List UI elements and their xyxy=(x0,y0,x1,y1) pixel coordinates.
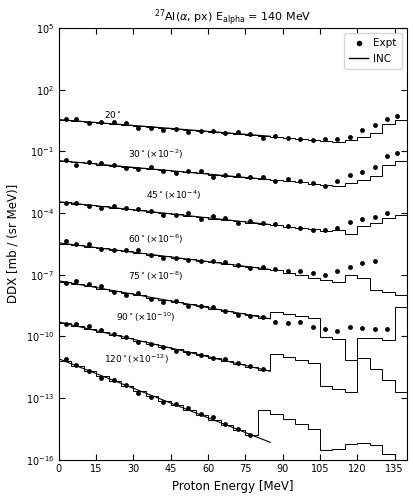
Text: 60$^\circ$($\times$10$^{-6}$): 60$^\circ$($\times$10$^{-6}$) xyxy=(128,233,183,246)
Y-axis label: DDX [mb / (sr MeV)]: DDX [mb / (sr MeV)] xyxy=(7,184,20,304)
X-axis label: Proton Energy [MeV]: Proton Energy [MeV] xyxy=(172,480,293,493)
Text: 20$^\circ$: 20$^\circ$ xyxy=(103,109,121,120)
Text: 90$^\circ$($\times$10$^{-10}$): 90$^\circ$($\times$10$^{-10}$) xyxy=(116,311,175,324)
Title: $^{27}$Al($\alpha$, px) E$_{\mathrm{alpha}}$ = 140 MeV: $^{27}$Al($\alpha$, px) E$_{\mathrm{alph… xyxy=(154,7,311,28)
Text: 75$^\circ$($\times$10$^{-8}$): 75$^\circ$($\times$10$^{-8}$) xyxy=(128,270,183,283)
Text: 30$^\circ$($\times$10$^{-2}$): 30$^\circ$($\times$10$^{-2}$) xyxy=(128,148,183,161)
Text: 120$^\circ$($\times$10$^{-12}$): 120$^\circ$($\times$10$^{-12}$) xyxy=(103,352,168,366)
Legend: Expt, INC: Expt, INC xyxy=(343,33,401,69)
Text: 45$^\circ$($\times$10$^{-4}$): 45$^\circ$($\times$10$^{-4}$) xyxy=(145,189,200,202)
